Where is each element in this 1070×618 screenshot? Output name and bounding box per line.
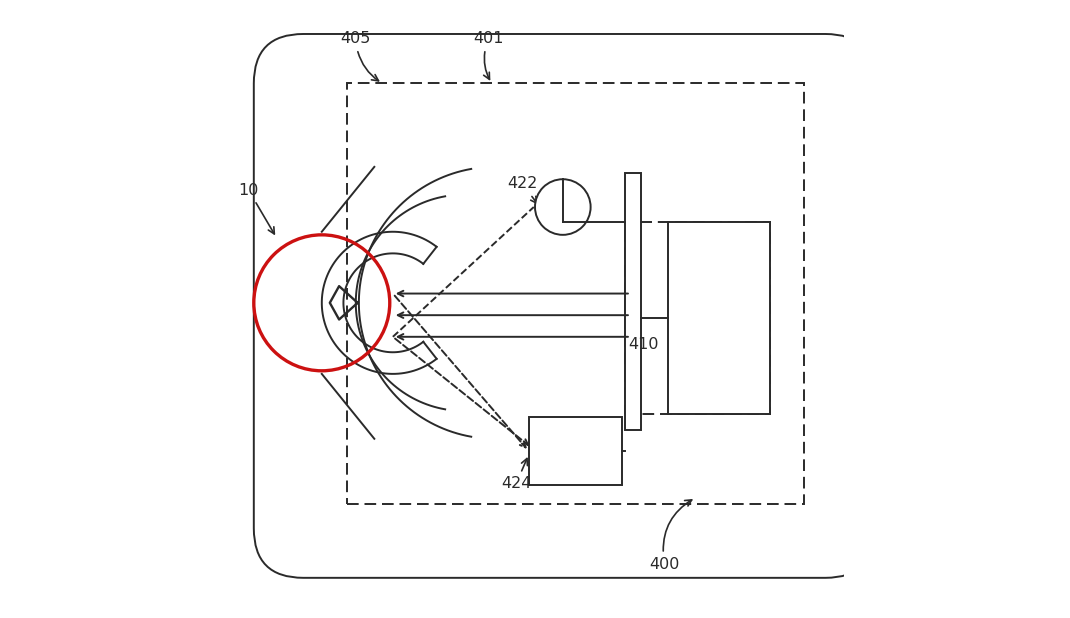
- Circle shape: [535, 179, 591, 235]
- FancyBboxPatch shape: [254, 34, 875, 578]
- Text: 480: 480: [672, 235, 763, 286]
- Text: 10: 10: [239, 183, 274, 234]
- Text: 405: 405: [340, 32, 379, 81]
- Text: 401: 401: [473, 32, 504, 79]
- Bar: [668, 222, 769, 414]
- Bar: [529, 417, 622, 485]
- Bar: [625, 222, 769, 414]
- Text: 422: 422: [507, 177, 537, 203]
- Text: 424: 424: [501, 459, 532, 491]
- Text: 400: 400: [649, 500, 691, 572]
- Text: 410: 410: [628, 337, 659, 352]
- Bar: [625, 173, 641, 430]
